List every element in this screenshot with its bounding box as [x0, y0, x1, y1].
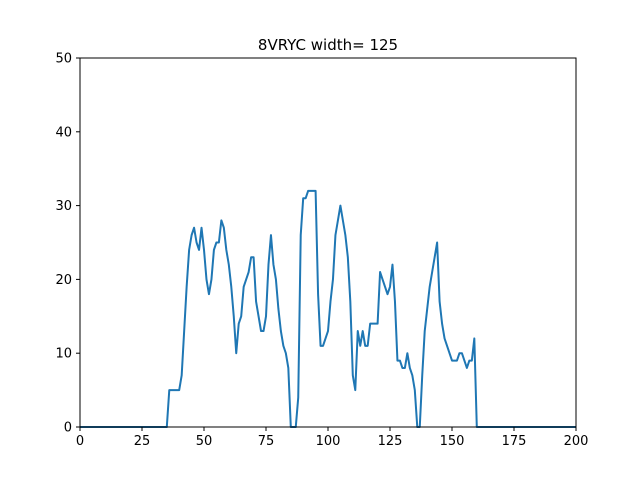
x-tick-label: 0 [76, 434, 84, 449]
y-tick-label: 10 [55, 347, 72, 362]
x-tick-label: 100 [316, 434, 341, 449]
series-line-0 [80, 189, 576, 428]
x-tick-label: 125 [378, 434, 403, 449]
y-tick-label: 0 [64, 421, 72, 436]
chart-title: 8VRYC width= 125 [258, 36, 398, 54]
y-tick-label: 30 [55, 199, 72, 214]
y-tick-label: 50 [55, 52, 72, 67]
y-tick-label: 40 [55, 125, 72, 140]
y-tick-label: 20 [55, 273, 72, 288]
x-tick-label: 50 [196, 434, 213, 449]
x-tick-label: 75 [258, 434, 275, 449]
series-layer [80, 189, 576, 428]
plot-frame [79, 57, 577, 428]
x-tick-label: 200 [564, 434, 589, 449]
axes-layer: 0 25 50 75 100 125 150 175 200 0 10 20 30 40 50 [55, 52, 588, 450]
x-tick-label: 25 [134, 434, 151, 449]
x-tick-label: 175 [502, 434, 527, 449]
x-tick-label: 150 [440, 434, 465, 449]
